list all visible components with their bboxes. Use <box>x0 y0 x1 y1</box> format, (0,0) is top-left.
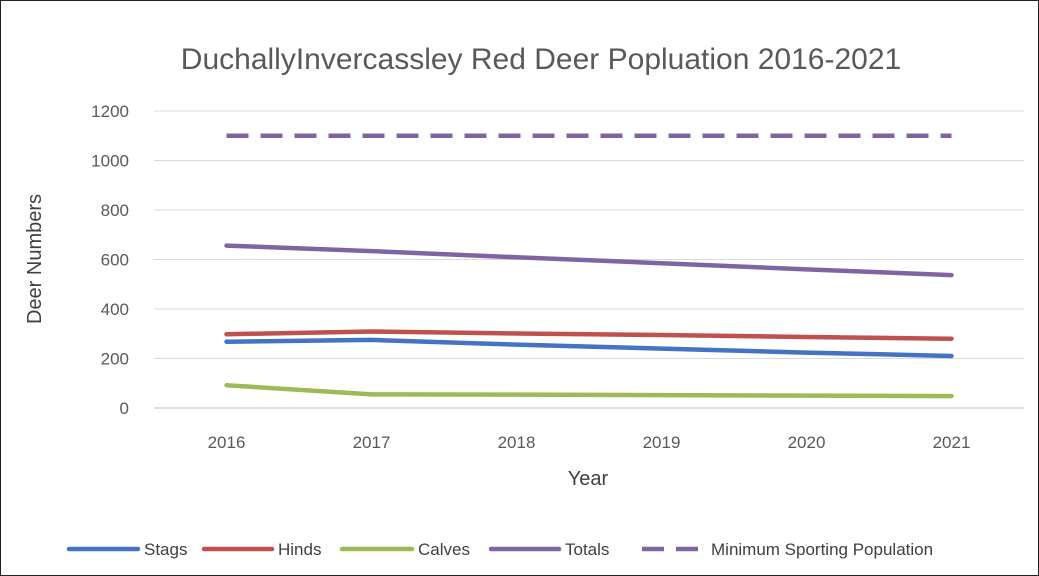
y-axis-title: Deer Numbers <box>24 194 46 324</box>
y-tick-label: 600 <box>101 251 129 270</box>
series-lines <box>224 133 954 399</box>
y-tick-label: 800 <box>101 201 129 220</box>
chart-title: DuchallyInvercassley Red Deer Popluation… <box>181 43 901 76</box>
y-tick-label: 0 <box>120 399 129 418</box>
series-line-hinds <box>224 329 954 341</box>
series-line-calves <box>224 382 954 399</box>
legend-label: Stags <box>144 540 187 559</box>
x-axis-ticks: 2016 2017 2018 2019 2020 2021 <box>208 433 971 452</box>
gridlines <box>154 110 1024 409</box>
x-tick-label: 2018 <box>498 433 536 452</box>
x-tick-label: 2021 <box>933 433 971 452</box>
x-axis-title: Year <box>568 468 609 490</box>
series-line-totals <box>224 243 954 278</box>
series-line-stags <box>224 337 954 359</box>
legend-label: Minimum Sporting Population <box>711 540 933 559</box>
legend-label: Hinds <box>278 540 321 559</box>
legend-label: Calves <box>418 540 470 559</box>
x-tick-label: 2020 <box>788 433 826 452</box>
x-tick-label: 2017 <box>353 433 391 452</box>
legend-label: Totals <box>565 540 609 559</box>
y-tick-label: 200 <box>101 350 129 369</box>
x-tick-label: 2019 <box>643 433 681 452</box>
y-tick-label: 1200 <box>91 102 129 121</box>
y-axis-ticks: 0 200 400 600 800 1000 1200 <box>91 102 129 418</box>
y-tick-label: 400 <box>101 300 129 319</box>
x-tick-label: 2016 <box>208 433 246 452</box>
legend: Stags Hinds Calves Totals Minimum Sporting P… <box>66 540 933 559</box>
y-tick-label: 1000 <box>91 152 129 171</box>
